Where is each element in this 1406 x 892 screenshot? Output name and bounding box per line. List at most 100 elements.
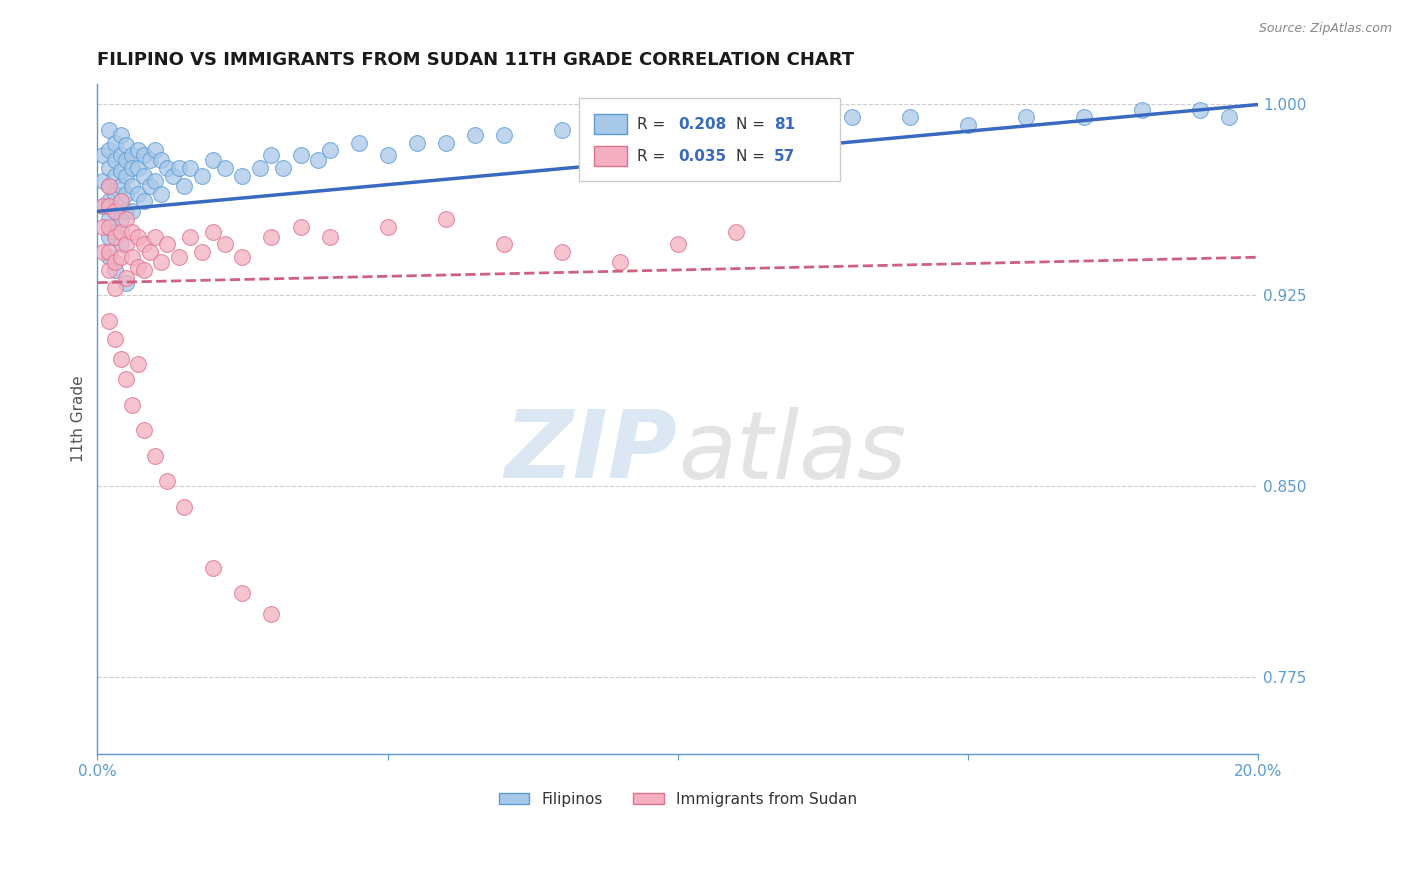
Point — [214, 237, 236, 252]
Point — [957, 118, 980, 132]
Point — [202, 225, 225, 239]
Point — [104, 153, 127, 168]
Point — [104, 204, 127, 219]
Point — [179, 230, 201, 244]
Point — [127, 260, 149, 275]
Point — [104, 281, 127, 295]
FancyBboxPatch shape — [595, 146, 627, 167]
Point — [156, 161, 179, 175]
Point — [110, 250, 132, 264]
Point — [231, 250, 253, 264]
Point — [121, 398, 143, 412]
Point — [492, 128, 515, 142]
Point — [1189, 103, 1212, 117]
Point — [104, 332, 127, 346]
Point — [104, 255, 127, 269]
Point — [121, 161, 143, 175]
Point — [1073, 110, 1095, 124]
Point — [464, 128, 486, 142]
Point — [1015, 110, 1038, 124]
Point — [121, 204, 143, 219]
Point — [434, 212, 457, 227]
Text: 81: 81 — [775, 117, 796, 132]
Text: N =: N = — [735, 117, 769, 132]
Point — [115, 138, 138, 153]
Point — [115, 169, 138, 183]
Point — [127, 161, 149, 175]
Point — [191, 245, 214, 260]
Point — [91, 219, 114, 234]
Point — [290, 219, 312, 234]
Point — [115, 270, 138, 285]
Point — [97, 250, 120, 264]
Point — [150, 153, 173, 168]
Point — [121, 225, 143, 239]
Point — [307, 153, 329, 168]
Point — [104, 169, 127, 183]
Point — [202, 153, 225, 168]
Point — [173, 500, 195, 514]
Point — [202, 560, 225, 574]
Point — [132, 423, 155, 437]
Point — [132, 169, 155, 183]
Point — [1130, 103, 1153, 117]
Point — [127, 186, 149, 201]
FancyBboxPatch shape — [595, 114, 627, 135]
Point — [97, 161, 120, 175]
Point — [91, 174, 114, 188]
Point — [132, 237, 155, 252]
Point — [97, 314, 120, 328]
Point — [104, 204, 127, 219]
Point — [132, 263, 155, 277]
Point — [97, 212, 120, 227]
Point — [260, 607, 283, 621]
Point — [97, 143, 120, 157]
Point — [260, 148, 283, 162]
Point — [666, 237, 689, 252]
Point — [841, 110, 863, 124]
Point — [97, 263, 120, 277]
Point — [104, 186, 127, 201]
Point — [132, 194, 155, 209]
Point — [377, 219, 399, 234]
Point — [104, 136, 127, 150]
Point — [138, 178, 160, 193]
Point — [121, 178, 143, 193]
Point — [110, 148, 132, 162]
Point — [115, 276, 138, 290]
Point — [260, 230, 283, 244]
Text: R =: R = — [637, 117, 671, 132]
Point — [167, 161, 190, 175]
Point — [405, 136, 427, 150]
Point — [127, 357, 149, 371]
Point — [97, 178, 120, 193]
Point — [104, 230, 127, 244]
Point — [1218, 110, 1240, 124]
Point — [110, 212, 132, 227]
Text: 0.035: 0.035 — [678, 149, 725, 164]
Point — [110, 194, 132, 209]
Point — [231, 586, 253, 600]
Point — [97, 219, 120, 234]
Point — [110, 178, 132, 193]
Point — [127, 230, 149, 244]
Point — [121, 250, 143, 264]
Point — [97, 194, 120, 209]
Point — [121, 148, 143, 162]
Point — [91, 199, 114, 213]
Point — [132, 148, 155, 162]
Point — [167, 250, 190, 264]
Point — [145, 230, 167, 244]
Point — [138, 245, 160, 260]
Point — [898, 110, 921, 124]
Point — [145, 143, 167, 157]
Point — [115, 204, 138, 219]
Point — [179, 161, 201, 175]
Point — [138, 153, 160, 168]
Point — [110, 128, 132, 142]
Text: atlas: atlas — [678, 407, 905, 498]
Point — [150, 255, 173, 269]
Point — [97, 230, 120, 244]
Point — [115, 153, 138, 168]
Point — [271, 161, 294, 175]
